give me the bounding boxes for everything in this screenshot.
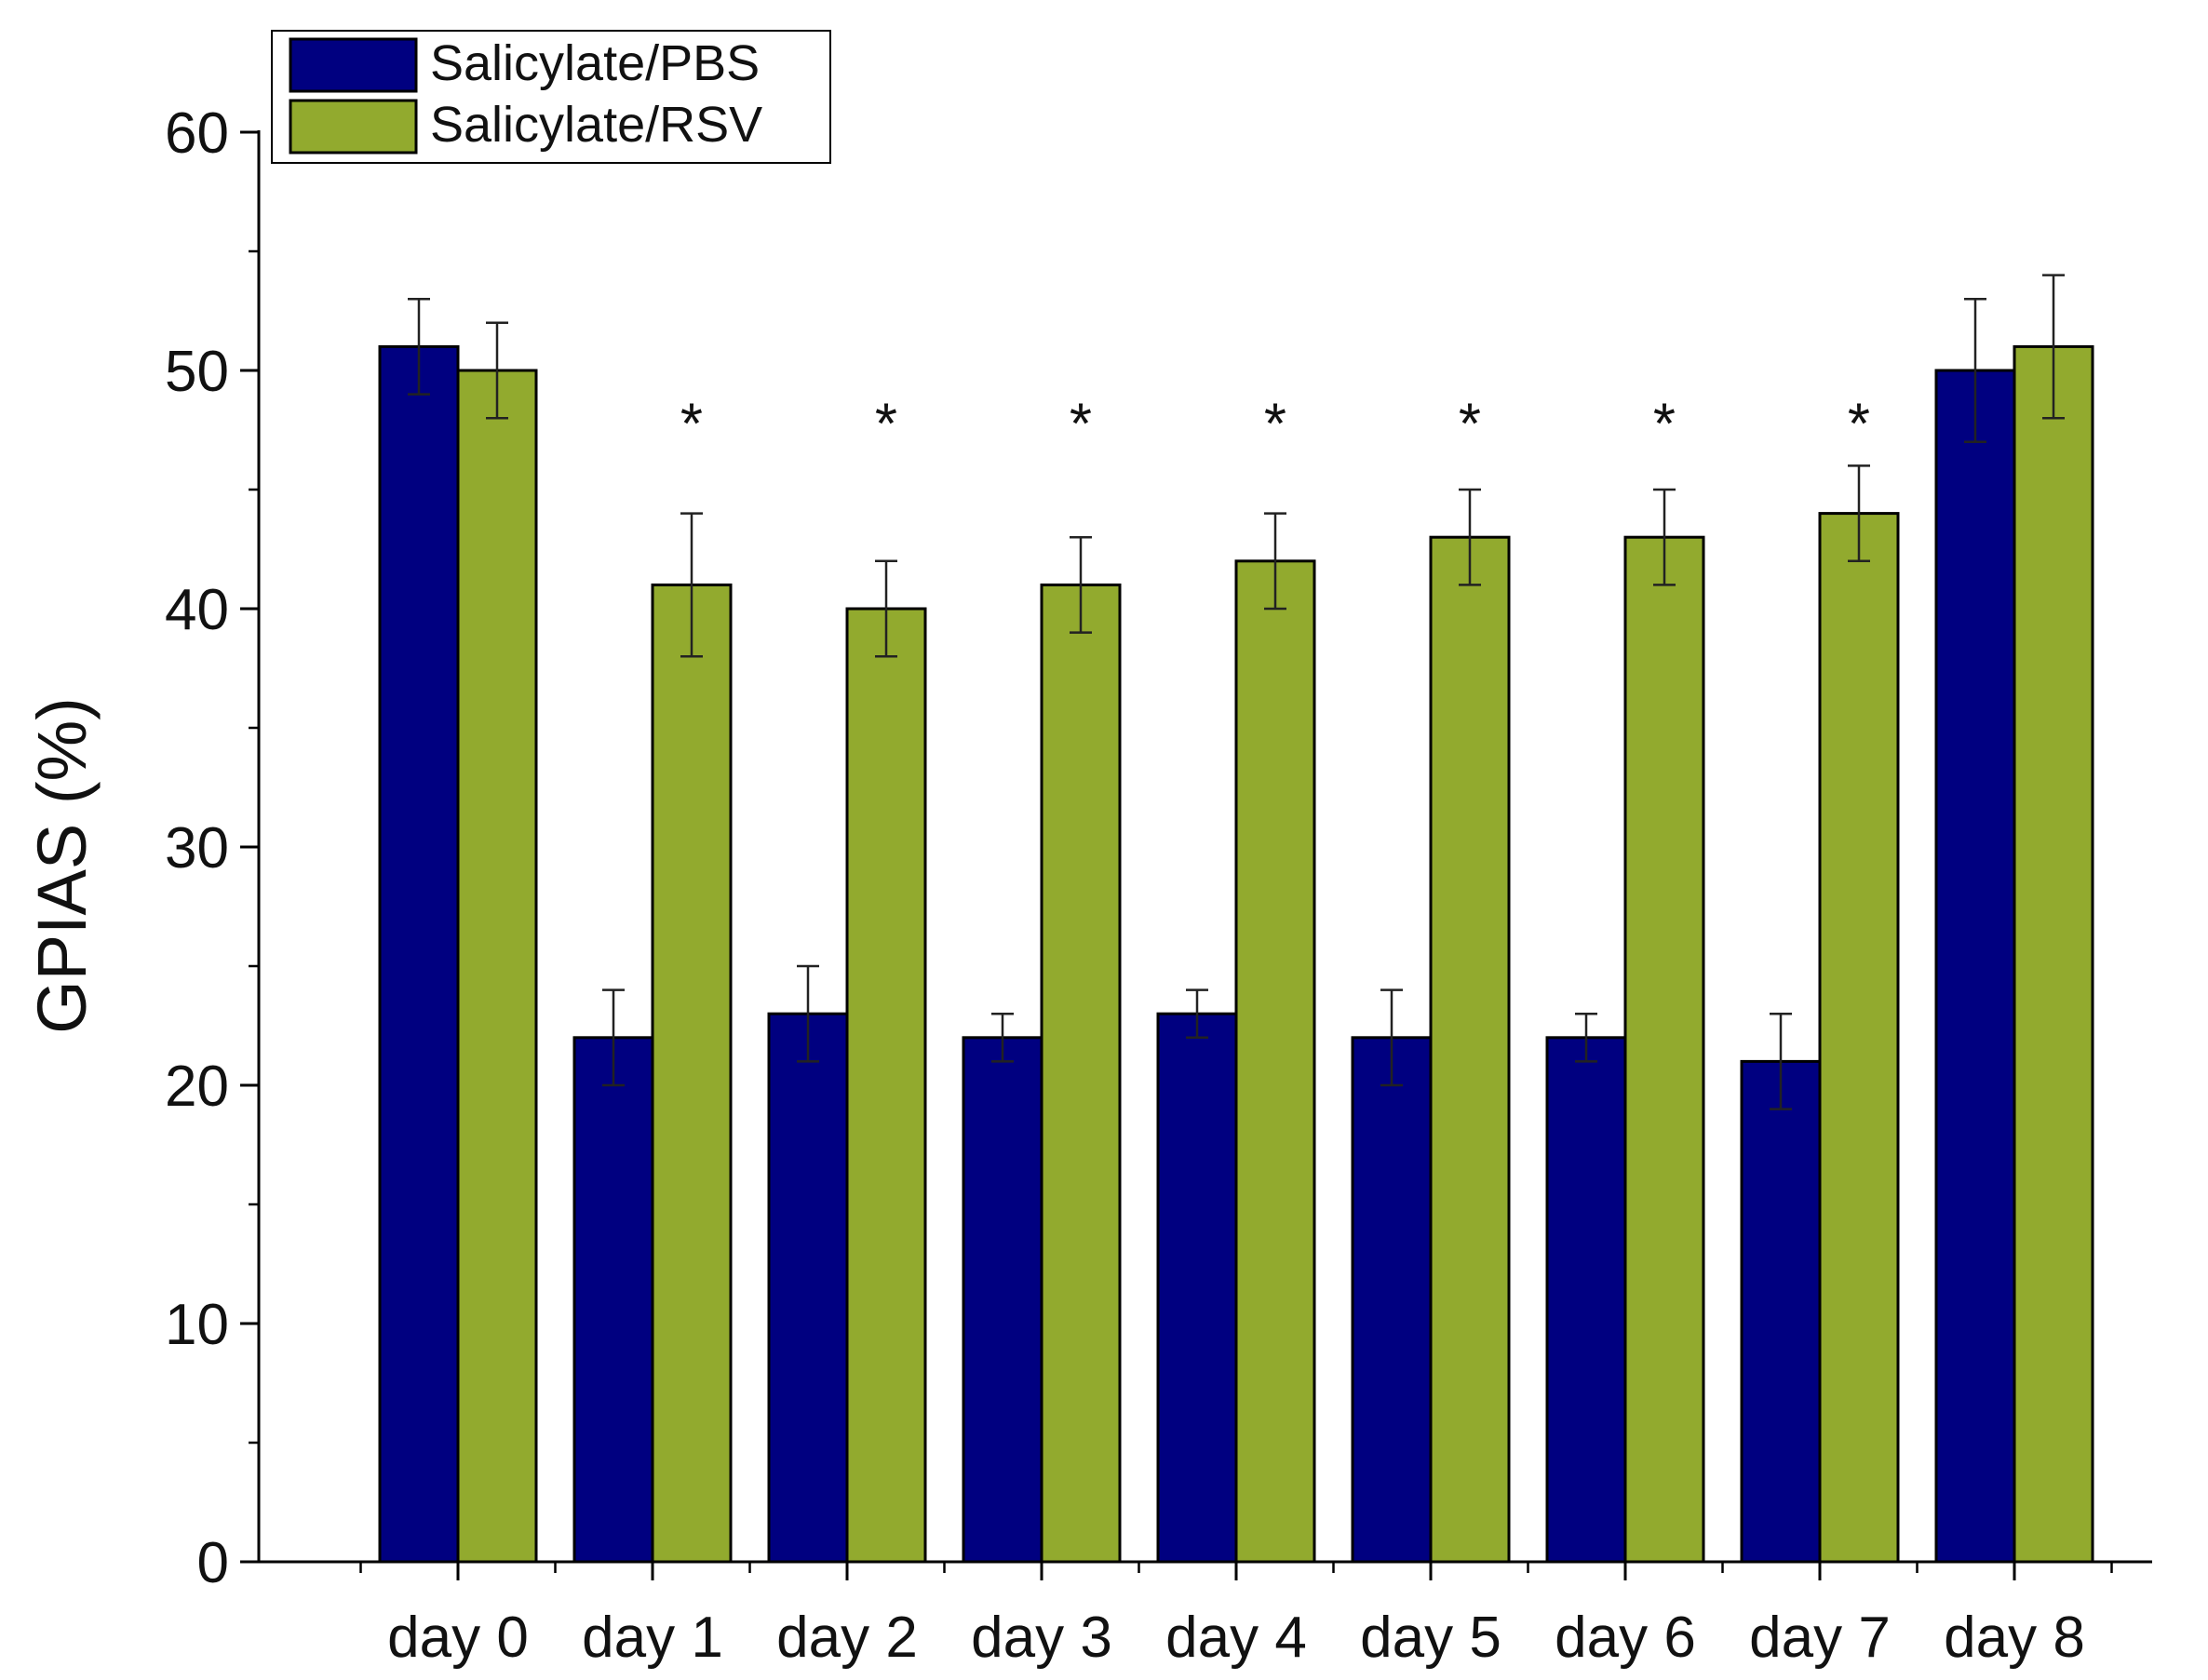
error-bar-salicylate-rsv-day-3 xyxy=(1070,535,1092,634)
error-bar-salicylate-pbs-day-1 xyxy=(602,988,625,1087)
error-bar-salicylate-pbs-day-6 xyxy=(1575,1012,1597,1063)
x-tick-label-day-5: day 5 xyxy=(1360,1606,1501,1670)
error-bar-salicylate-rsv-day-6 xyxy=(1653,488,1676,586)
bar-salicylate-rsv-day-2 xyxy=(845,607,927,1564)
bar-salicylate-rsv-day-6 xyxy=(1623,535,1705,1564)
bar-salicylate-pbs-day-1 xyxy=(572,1036,654,1564)
bar-salicylate-rsv-day-1 xyxy=(651,583,733,1564)
x-tick-label-day-4: day 4 xyxy=(1165,1606,1307,1670)
error-bar-salicylate-rsv-day-5 xyxy=(1459,488,1481,586)
bar-salicylate-pbs-day-6 xyxy=(1545,1036,1627,1564)
significance-marker-day-1: * xyxy=(680,392,703,456)
x-tick-label-day-2: day 2 xyxy=(776,1606,918,1670)
x-tick-label-day-8: day 8 xyxy=(1944,1606,2085,1670)
legend-swatch-rsv xyxy=(289,99,418,155)
y-tick-label-30: 30 xyxy=(165,816,229,880)
y-axis-title: GPIAS (%) xyxy=(23,697,101,1034)
bar-salicylate-rsv-day-4 xyxy=(1234,559,1316,1564)
error-bar-salicylate-pbs-day-5 xyxy=(1380,988,1403,1087)
y-tick-label-20: 20 xyxy=(165,1055,229,1119)
error-bar-salicylate-rsv-day-7 xyxy=(1848,464,1870,563)
error-bar-salicylate-pbs-day-0 xyxy=(408,297,430,396)
bar-salicylate-pbs-day-2 xyxy=(767,1012,849,1564)
error-bar-salicylate-pbs-day-4 xyxy=(1186,988,1208,1040)
x-tick-label-day-0: day 0 xyxy=(387,1606,529,1670)
error-bar-salicylate-pbs-day-7 xyxy=(1770,1012,1792,1110)
y-tick-label-40: 40 xyxy=(165,578,229,642)
bar-salicylate-rsv-day-7 xyxy=(1818,512,1900,1564)
error-bar-salicylate-pbs-day-2 xyxy=(797,964,819,1063)
error-bar-salicylate-rsv-day-1 xyxy=(680,512,703,658)
legend-label-pbs: Salicylate/PBS xyxy=(430,35,760,91)
y-tick-label-0: 0 xyxy=(197,1531,229,1595)
significance-marker-day-5: * xyxy=(1459,392,1481,456)
x-tick-label-day-3: day 3 xyxy=(971,1606,1112,1670)
bar-salicylate-pbs-day-7 xyxy=(1740,1059,1822,1564)
bar-salicylate-pbs-day-0 xyxy=(378,344,460,1564)
significance-marker-day-3: * xyxy=(1070,392,1092,456)
bars-layer xyxy=(378,344,2094,1564)
legend: Salicylate/PBS Salicylate/RSV xyxy=(271,30,831,164)
bar-salicylate-pbs-day-8 xyxy=(1934,369,2016,1564)
bar-salicylate-pbs-day-4 xyxy=(1156,1012,1238,1564)
bar-salicylate-pbs-day-3 xyxy=(962,1036,1043,1564)
x-tick-label-day-7: day 7 xyxy=(1749,1606,1891,1670)
legend-label-rsv: Salicylate/RSV xyxy=(430,97,762,153)
legend-swatch-pbs xyxy=(289,37,418,93)
error-bars-layer xyxy=(408,274,2065,1110)
y-tick-label-60: 60 xyxy=(165,101,229,166)
error-bar-salicylate-rsv-day-8 xyxy=(2042,274,2065,420)
bar-salicylate-pbs-day-5 xyxy=(1351,1036,1433,1564)
error-bar-salicylate-pbs-day-8 xyxy=(1964,297,1986,444)
bar-salicylate-rsv-day-8 xyxy=(2013,344,2094,1564)
y-tick-label-50: 50 xyxy=(165,340,229,404)
error-bar-salicylate-rsv-day-2 xyxy=(875,559,897,658)
y-tick-label-10: 10 xyxy=(165,1293,229,1357)
significance-markers: * * * * * * * xyxy=(680,392,1870,456)
error-bar-salicylate-rsv-day-4 xyxy=(1264,512,1286,611)
bar-salicylate-rsv-day-5 xyxy=(1429,535,1511,1564)
significance-marker-day-4: * xyxy=(1264,392,1286,456)
bar-salicylate-rsv-day-0 xyxy=(456,369,538,1564)
x-tick-label-day-1: day 1 xyxy=(582,1606,723,1670)
x-axis-ticks: day 0 day 1 day 2 day 3 day 4 day 5 day 6 day 7… xyxy=(359,1562,2113,1670)
error-bar-salicylate-rsv-day-0 xyxy=(486,321,508,420)
significance-marker-day-6: * xyxy=(1653,392,1676,456)
y-axis-ticks: 0 10 20 30 40 50 60 xyxy=(165,101,259,1595)
error-bar-salicylate-pbs-day-3 xyxy=(991,1012,1014,1063)
x-tick-label-day-6: day 6 xyxy=(1555,1606,1696,1670)
significance-marker-day-7: * xyxy=(1848,392,1870,456)
significance-marker-day-2: * xyxy=(875,392,897,456)
bar-salicylate-rsv-day-3 xyxy=(1040,583,1122,1564)
